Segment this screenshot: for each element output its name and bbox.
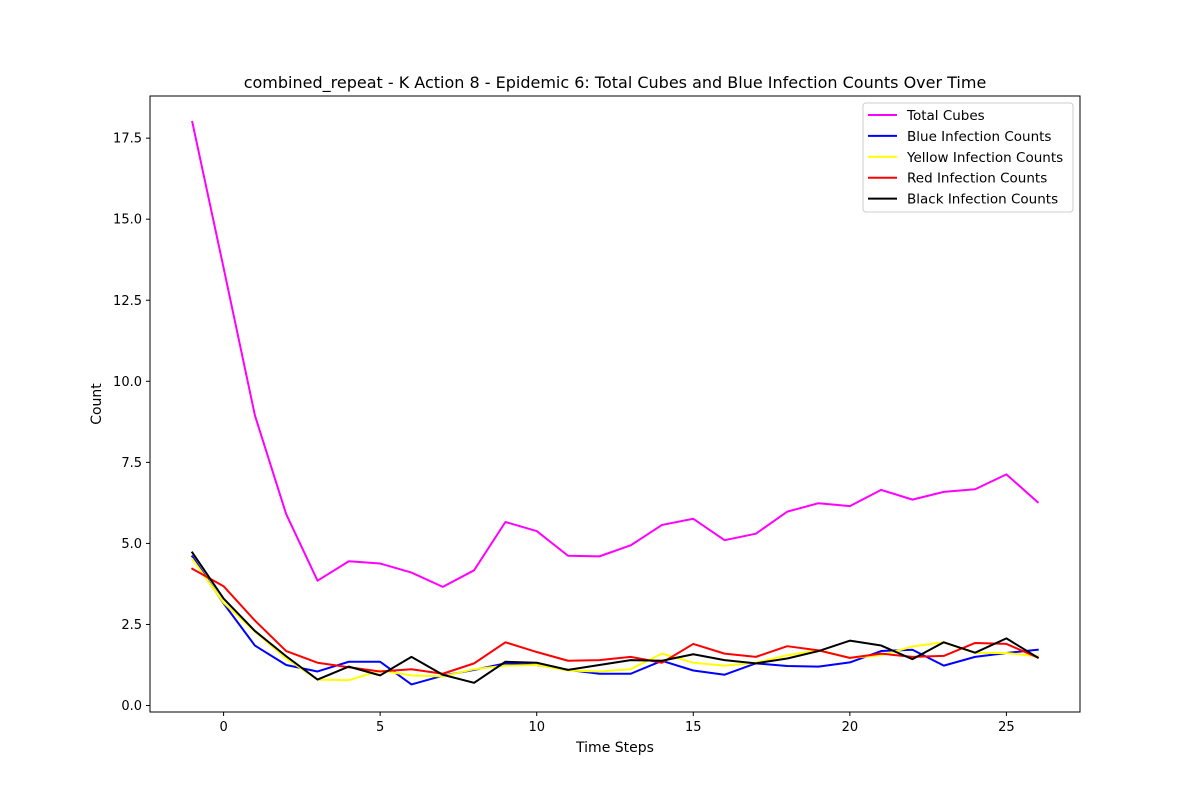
series-line-black-infection-counts xyxy=(190,551,1040,684)
x-tick-label: 15 xyxy=(685,720,702,735)
series-line-total-cubes xyxy=(191,120,1040,588)
legend-label-black-infection-counts: Black Infection Counts xyxy=(907,192,1058,208)
x-tick-label: 10 xyxy=(528,720,545,735)
x-tick-label: 20 xyxy=(842,720,859,735)
chart-title: combined_repeat - K Action 8 - Epidemic … xyxy=(244,73,987,93)
legend-label-red-infection-counts: Red Infection Counts xyxy=(907,171,1047,187)
y-tick-label: 12.5 xyxy=(113,294,142,309)
y-axis: 0.0 2.5 5.0 7.5 10.0 12.5 15.0 17.5 xyxy=(113,132,150,714)
x-tick-label: 5 xyxy=(376,720,384,735)
series-line-red-infection-counts xyxy=(190,567,1040,675)
legend-label-total-cubes: Total Cubes xyxy=(906,108,985,124)
y-tick-label: 15.0 xyxy=(113,213,142,228)
y-tick-label: 0.0 xyxy=(121,699,142,714)
y-tick-label: 5.0 xyxy=(121,537,142,552)
y-tick-label: 10.0 xyxy=(113,375,142,390)
plot-area-frame xyxy=(149,95,1081,713)
x-axis: 0 5 10 15 20 25 xyxy=(219,712,1015,735)
legend: Total Cubes Blue Infection Counts Yellow I… xyxy=(862,102,1074,213)
legend-label-yellow-infection-counts: Yellow Infection Counts xyxy=(906,150,1063,166)
x-tick-label: 25 xyxy=(998,720,1015,735)
series-layer xyxy=(190,120,1040,686)
y-tick-label: 7.5 xyxy=(121,456,142,471)
y-tick-label: 17.5 xyxy=(113,132,142,147)
y-tick-label: 2.5 xyxy=(121,618,142,633)
y-axis-label: Count xyxy=(89,383,105,425)
x-tick-label: 0 xyxy=(219,720,227,735)
legend-label-blue-infection-counts: Blue Infection Counts xyxy=(907,129,1051,145)
legend-frame xyxy=(862,102,1074,213)
x-axis-label: Time Steps xyxy=(575,740,654,756)
series-line-yellow-infection-counts xyxy=(190,557,1039,682)
